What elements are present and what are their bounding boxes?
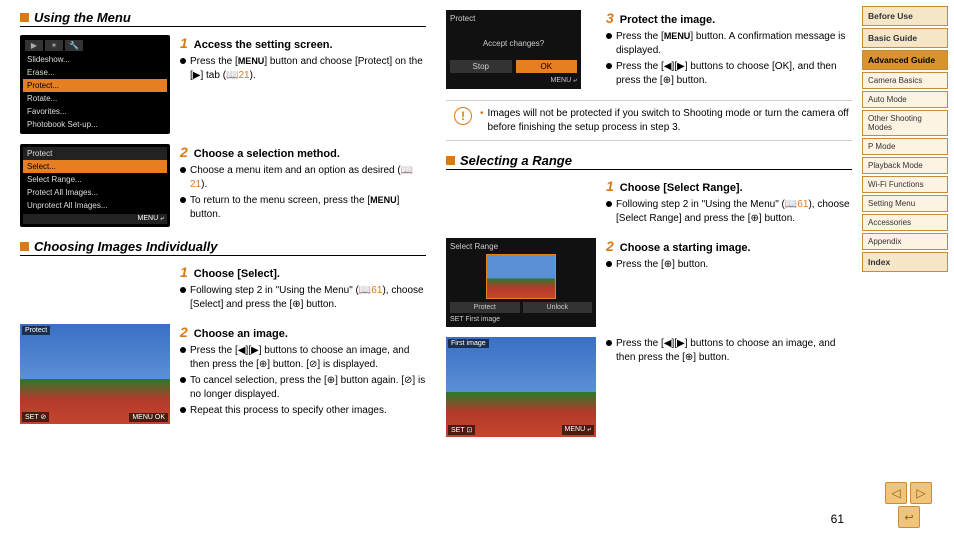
- sidebar-item[interactable]: Appendix: [862, 233, 948, 250]
- step-text: To return to the menu screen, press the …: [190, 194, 426, 221]
- step-text: Following step 2 in "Using the Menu" (📖6…: [616, 198, 852, 225]
- warning-icon: !: [454, 107, 472, 125]
- photo-label: MENU OK: [129, 413, 168, 422]
- step-number: 1: [180, 264, 188, 280]
- photo-label: Protect: [22, 326, 50, 335]
- step-title: Access the setting screen.: [194, 39, 333, 51]
- menu-item: Slideshow...: [23, 53, 167, 66]
- dialog-stop-button: Stop: [450, 60, 512, 73]
- camera-photo-preview: First image SET ⊡ MENU ⤶: [446, 337, 596, 437]
- sidebar-item[interactable]: P Mode: [862, 138, 948, 155]
- step-number: 1: [180, 35, 188, 51]
- sidebar-item[interactable]: Advanced Guide: [862, 50, 948, 70]
- step-text: Press the [⊕] button.: [616, 258, 708, 272]
- step-number: 2: [606, 238, 614, 254]
- sidebar-item[interactable]: Playback Mode: [862, 157, 948, 174]
- sidebar-item[interactable]: Wi-Fi Functions: [862, 176, 948, 193]
- section-selecting-range: Selecting a Range: [446, 153, 852, 170]
- step-title: Choose a starting image.: [620, 242, 751, 254]
- section-title: Selecting a Range: [460, 153, 572, 168]
- section-choosing-individually: Choosing Images Individually: [20, 239, 426, 256]
- section-using-menu: Using the Menu: [20, 10, 426, 27]
- step-text: To cancel selection, press the [⊕] butto…: [190, 374, 426, 401]
- left-column: Using the Menu ▶ ✶ 🔧 Slideshow... Erase.…: [20, 10, 426, 524]
- warning-text: Images will not be protected if you swit…: [488, 107, 852, 134]
- step-number: 3: [606, 10, 614, 26]
- step-text: Press the [MENU] button. A confirmation …: [616, 30, 852, 57]
- select-range-screenshot: Select Range Protect Unlock SET First im…: [446, 238, 596, 327]
- sidebar-item[interactable]: Setting Menu: [862, 195, 948, 212]
- menu-tab: 🔧: [65, 40, 83, 51]
- step-title: Choose [Select Range].: [620, 182, 743, 194]
- step-number: 2: [180, 324, 188, 340]
- step-title: Protect the image.: [620, 14, 715, 26]
- sidebar-item[interactable]: Auto Mode: [862, 91, 948, 108]
- step-number: 2: [180, 144, 188, 160]
- photo-label: SET ⊘: [22, 412, 49, 422]
- next-page-button[interactable]: ▷: [910, 482, 932, 504]
- step-text: Press the [MENU] button and choose [Prot…: [190, 55, 426, 82]
- step-text: Press the [◀][▶] buttons to choose an im…: [616, 337, 852, 364]
- menu-item: Protect All Images...: [23, 186, 167, 199]
- sidebar-item[interactable]: Basic Guide: [862, 28, 948, 48]
- camera-photo-preview: Protect SET ⊘ MENU OK: [20, 324, 170, 424]
- sidebar-item[interactable]: Other Shooting Modes: [862, 110, 948, 136]
- warning-box: ! •Images will not be protected if you s…: [446, 100, 852, 141]
- dialog-title: Protect: [450, 14, 577, 23]
- step-text: Press the [◀][▶] buttons to choose [OK],…: [616, 60, 852, 87]
- menu-item: Unprotect All Images...: [23, 199, 167, 212]
- dialog-footer: MENU ⤶: [450, 77, 577, 85]
- return-button[interactable]: ↩: [898, 506, 920, 528]
- range-footer: SET First image: [450, 316, 592, 323]
- step-number: 1: [606, 178, 614, 194]
- menu-item: Erase...: [23, 66, 167, 79]
- menu-item: Favorites...: [23, 105, 167, 118]
- range-protect-button: Protect: [450, 302, 520, 313]
- menu-item: Photobook Set-up...: [23, 118, 167, 131]
- step-title: Choose [Select].: [194, 268, 280, 280]
- page-number: 61: [831, 512, 844, 526]
- sidebar-item[interactable]: Camera Basics: [862, 72, 948, 89]
- right-column: Protect Accept changes? Stop OK MENU ⤶ 3…: [446, 10, 852, 524]
- menu-item: Select Range...: [23, 173, 167, 186]
- photo-label: First image: [448, 339, 489, 348]
- menu-item-selected: Protect...: [23, 79, 167, 92]
- menu-item: Rotate...: [23, 92, 167, 105]
- camera-menu-screenshot-2: Protect Select... Select Range... Protec…: [20, 144, 170, 227]
- section-marker-icon: [20, 242, 29, 251]
- dialog-question: Accept changes?: [450, 39, 577, 48]
- section-marker-icon: [20, 13, 29, 22]
- menu-footer: MENU ⤶: [23, 214, 167, 224]
- camera-menu-screenshot-1: ▶ ✶ 🔧 Slideshow... Erase... Protect... R…: [20, 35, 170, 134]
- step-text: Following step 2 in "Using the Menu" (📖6…: [190, 284, 426, 311]
- protect-dialog-screenshot: Protect Accept changes? Stop OK MENU ⤶: [446, 10, 581, 89]
- step-title: Choose a selection method.: [194, 148, 340, 160]
- sidebar-item[interactable]: Before Use: [862, 6, 948, 26]
- step-title: Choose an image.: [194, 328, 288, 340]
- photo-label: MENU ⤶: [562, 425, 594, 435]
- step-text: Press the [◀][▶] buttons to choose an im…: [190, 344, 426, 371]
- dialog-ok-button: OK: [516, 60, 578, 73]
- range-thumbnail: [486, 254, 556, 299]
- range-unlock-button: Unlock: [523, 302, 593, 313]
- menu-tab: ✶: [45, 40, 63, 51]
- sidebar-nav: Before UseBasic GuideAdvanced Guide Camer…: [860, 0, 954, 534]
- step-text: Repeat this process to specify other ima…: [190, 404, 387, 418]
- sidebar-item[interactable]: Accessories: [862, 214, 948, 231]
- menu-header: Protect: [23, 147, 167, 160]
- section-title: Using the Menu: [34, 10, 131, 25]
- section-title: Choosing Images Individually: [34, 239, 217, 254]
- sidebar-item[interactable]: Index: [862, 252, 948, 272]
- range-title: Select Range: [450, 242, 592, 251]
- photo-label: SET ⊡: [448, 425, 475, 435]
- menu-tab: ▶: [25, 40, 43, 51]
- step-text: Choose a menu item and an option as desi…: [190, 164, 426, 191]
- section-marker-icon: [446, 156, 455, 165]
- prev-page-button[interactable]: ◁: [885, 482, 907, 504]
- menu-item-selected: Select...: [23, 160, 167, 173]
